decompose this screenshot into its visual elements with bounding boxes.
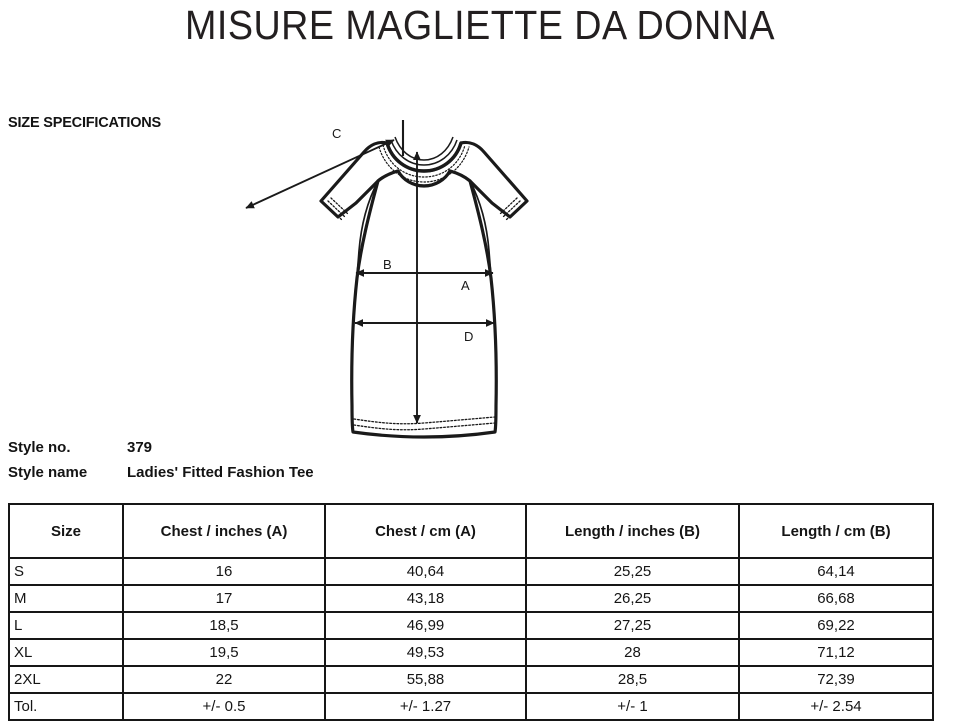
cell-length-cm: 64,14 — [738, 557, 934, 586]
cell-length-cm: 72,39 — [738, 665, 934, 694]
column-header-length-inches: Length / inches (B) — [525, 503, 740, 559]
label-d: D — [464, 329, 473, 344]
table-row: XL 19,5 49,53 28 71,12 — [8, 638, 934, 667]
style-name-row: Style name Ladies' Fitted Fashion Tee — [8, 460, 314, 485]
cell-length-inches: 28 — [525, 638, 740, 667]
cell-length-inches: 25,25 — [525, 557, 740, 586]
cell-length-inches: 26,25 — [525, 584, 740, 613]
cell-length-cm: 71,12 — [738, 638, 934, 667]
right-sleeve-hem-stitch — [499, 197, 524, 221]
label-c: C — [332, 126, 341, 141]
cell-size: XL — [8, 638, 124, 667]
column-header-chest-inches: Chest / inches (A) — [122, 503, 326, 559]
cell-chest-inches: 16 — [122, 557, 326, 586]
cell-length-cm: 66,68 — [738, 584, 934, 613]
cell-size: S — [8, 557, 124, 586]
style-no-row: Style no. 379 — [8, 435, 314, 460]
style-name-label: Style name — [8, 464, 88, 481]
table-row: M 17 43,18 26,25 66,68 — [8, 584, 934, 613]
table-row: 2XL 22 55,88 28,5 72,39 — [8, 665, 934, 694]
style-no-label: Style no. — [8, 439, 71, 456]
column-header-size: Size — [8, 503, 124, 559]
measurement-line-c — [245, 120, 405, 209]
cell-size: Tol. — [8, 692, 124, 721]
page-title: MISURE MAGLIETTE DA DONNA — [185, 2, 775, 48]
cell-length-cm: +/- 2.54 — [738, 692, 934, 721]
column-header-chest-cm: Chest / cm (A) — [324, 503, 527, 559]
cell-chest-cm: 40,64 — [324, 557, 527, 586]
cell-chest-cm: 55,88 — [324, 665, 527, 694]
cell-size: M — [8, 584, 124, 613]
label-b: B — [383, 257, 392, 272]
table-row: Tol. +/- 0.5 +/- 1.27 +/- 1 +/- 2.54 — [8, 692, 934, 721]
style-info-block: Style no. 379 Style name Ladies' Fitted … — [8, 435, 314, 485]
cell-chest-cm: 43,18 — [324, 584, 527, 613]
table-row: L 18,5 46,99 27,25 69,22 — [8, 611, 934, 640]
table-body: S 16 40,64 25,25 64,14 M 17 43,18 26,25 … — [8, 557, 934, 721]
table-row: S 16 40,64 25,25 64,14 — [8, 557, 934, 586]
bottom-hem-stitch — [353, 416, 496, 431]
size-specifications-table: Size Chest / inches (A) Chest / cm (A) L… — [8, 503, 934, 721]
table-header-row: Size Chest / inches (A) Chest / cm (A) L… — [8, 503, 934, 559]
cell-chest-inches: 22 — [122, 665, 326, 694]
cell-chest-inches: +/- 0.5 — [122, 692, 326, 721]
cell-size: 2XL — [8, 665, 124, 694]
section-heading-size-specifications: SIZE SPECIFICATIONS — [8, 115, 162, 131]
cell-length-cm: 69,22 — [738, 611, 934, 640]
cell-chest-cm: +/- 1.27 — [324, 692, 527, 721]
tee-torso-outline — [350, 169, 498, 439]
cell-length-inches: 27,25 — [525, 611, 740, 640]
style-no-value: 379 — [127, 439, 153, 456]
style-name-value: Ladies' Fitted Fashion Tee — [127, 464, 314, 481]
cell-length-inches: 28,5 — [525, 665, 740, 694]
cell-chest-cm: 46,99 — [324, 611, 527, 640]
cell-size: L — [8, 611, 124, 640]
label-a: A — [461, 278, 470, 293]
cell-chest-inches: 18,5 — [122, 611, 326, 640]
tee-technical-drawing: C B A D — [228, 118, 608, 458]
cell-chest-inches: 17 — [122, 584, 326, 613]
cell-chest-cm: 49,53 — [324, 638, 527, 667]
column-header-length-cm: Length / cm (B) — [738, 503, 934, 559]
cell-chest-inches: 19,5 — [122, 638, 326, 667]
cell-length-inches: +/- 1 — [525, 692, 740, 721]
